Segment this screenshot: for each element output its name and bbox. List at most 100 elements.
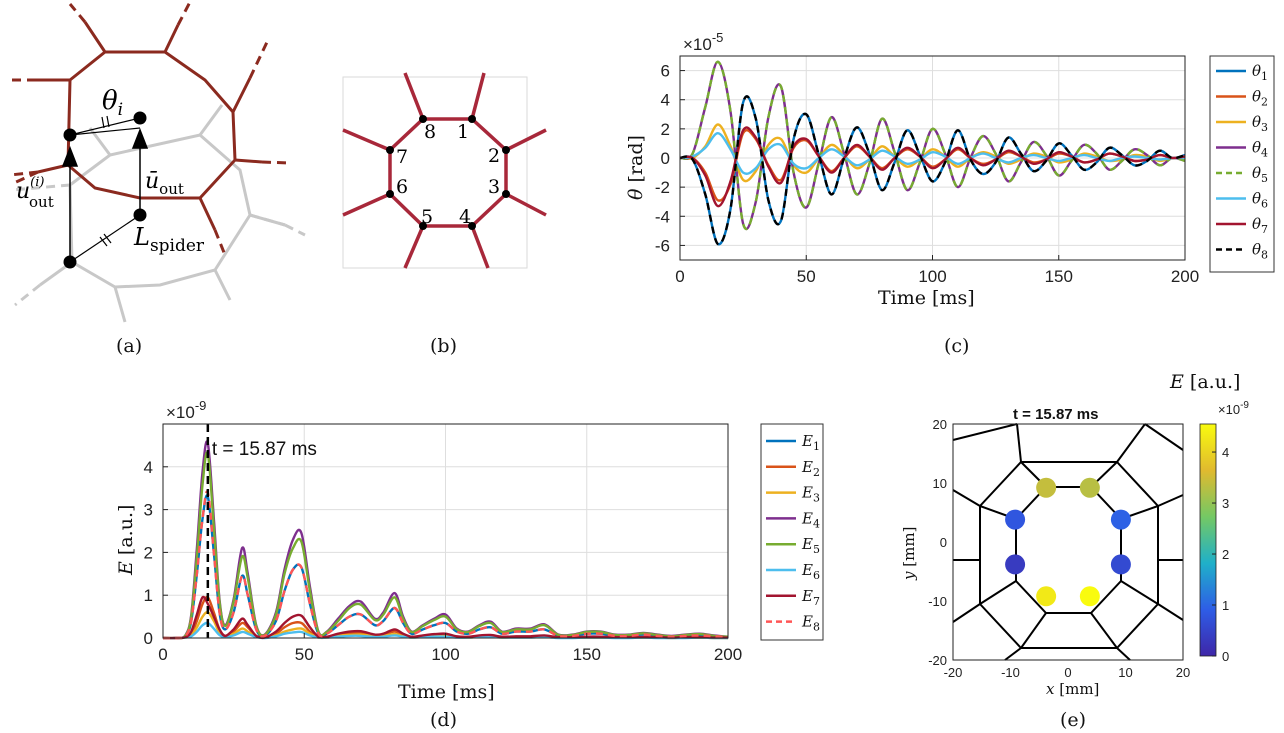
panel-d-label: (d): [430, 709, 457, 731]
central-dashed-edges: [9, 1, 291, 256]
x-tick-label: 150: [1045, 267, 1073, 286]
series-line-5: [162, 451, 729, 640]
node-label-8: 8: [424, 121, 436, 143]
u-out-i-label: u(i) out: [16, 175, 54, 211]
series-line-7: [162, 595, 729, 640]
l-spider-label: Lspider: [133, 223, 205, 256]
node-energy-point-1: [1079, 477, 1100, 498]
legend-entry-8: θ8: [1252, 241, 1268, 262]
panel-e-y-label: y [mm]: [900, 527, 918, 581]
panel-c-legend: θ1 θ2 θ3 θ4 θ5 θ6 θ7 θ8: [1216, 62, 1268, 262]
series-line-5: [679, 60, 1186, 231]
y-tick-label: 10: [933, 476, 947, 491]
x-tick-label: 100: [431, 645, 459, 664]
node-energy-point-7: [1005, 509, 1026, 530]
octagon-edges: [342, 72, 547, 269]
node-label-5: 5: [421, 206, 433, 228]
panel-d-y-ticks: 0 1 2 3 4: [144, 458, 168, 648]
node-label-3: 3: [488, 176, 500, 198]
cell-network-lines: [952, 423, 1184, 661]
y-tick-label: -2: [655, 178, 670, 197]
panel-b-frame: [342, 76, 528, 269]
y-tick-label: 0: [661, 149, 670, 168]
y-tick-label: 2: [144, 543, 153, 562]
y-tick-label: -6: [655, 236, 670, 255]
u-bar-out-label: ūout: [145, 169, 184, 198]
panel-a-schematic: θi u(i) out ūout Lspider (a): [9, 1, 306, 357]
node-energy-point-2: [1110, 509, 1131, 530]
y-tick-label: 20: [933, 417, 947, 432]
node-label-4: 4: [459, 206, 471, 228]
neighbor-dashed-edges: [11, 183, 306, 307]
legend-entry-4: E4: [801, 509, 820, 530]
panel-c-exponent: ×10-5: [683, 30, 723, 54]
series-line-8: [162, 490, 729, 640]
panel-d-y-label: E [a.u.]: [115, 505, 137, 576]
y-tick-label: -20: [928, 653, 947, 668]
panel-c-legend-box: [1209, 55, 1275, 273]
x-tick-label: 50: [295, 645, 314, 664]
y-tick-label: -10: [928, 594, 947, 609]
colorbar-tick-label: 0: [1222, 649, 1229, 664]
panel-d-x-ticks: 0 50 100 150 200: [158, 633, 742, 664]
colorbar-tick-label: 4: [1222, 445, 1229, 460]
panel-e-x-label: x [mm]: [1046, 680, 1099, 698]
colorbar-ticks: 0 1 2 3 4: [1212, 445, 1229, 664]
legend-entry-4: θ4: [1252, 139, 1268, 160]
node-energy-point-5: [1036, 586, 1057, 607]
panel-c-series-lines: [679, 60, 1186, 246]
panel-d-exponent: ×10-9: [166, 398, 206, 422]
panel-c-label: (c): [944, 335, 969, 357]
colorbar-exponent: ×10-9: [1218, 400, 1249, 417]
colorbar-tick-label: 3: [1222, 496, 1229, 511]
panel-e-y-ticks: -20 -10 0 10 20: [928, 417, 947, 668]
legend-entry-1: θ1: [1252, 62, 1268, 83]
y-tick-label: 4: [661, 91, 670, 110]
colorbar-tick-label: 2: [1222, 547, 1229, 562]
x-tick-label: 10: [1118, 665, 1132, 680]
panel-d-legend: E1 E2 E3 E4 E5 E6 E7 E8: [766, 432, 820, 634]
colorbar-title: E [a.u.]: [1169, 371, 1240, 393]
legend-entry-8: E8: [801, 613, 820, 634]
node-energy-point-8: [1036, 477, 1057, 498]
panel-e-x-ticks: -20 -10 0 10 20: [944, 665, 1191, 680]
node-label-2: 2: [488, 145, 500, 167]
x-tick-label: 100: [918, 267, 946, 286]
legend-entry-1: E1: [801, 432, 820, 453]
panel-c-y-label: θ [rad]: [625, 135, 647, 200]
panel-c-x-label: Time [ms]: [878, 287, 975, 309]
neighbor-cell-outline: [39, 104, 286, 323]
node-label-7: 7: [396, 146, 408, 168]
x-tick-label: 0: [1064, 665, 1071, 680]
node-label-6: 6: [396, 176, 408, 198]
legend-entry-7: E7: [801, 587, 820, 608]
panel-d-x-label: Time [ms]: [398, 681, 495, 703]
legend-entry-5: θ5: [1252, 164, 1268, 185]
legend-entry-5: E5: [801, 535, 820, 556]
legend-entry-3: E3: [801, 484, 820, 505]
panel-e-scatter-points: [1005, 477, 1131, 607]
panel-b-octagon: 1 2 3 4 5 6 7 8 (b): [342, 72, 547, 357]
legend-entry-6: E6: [801, 561, 820, 582]
time-marker-annotation: t = 15.87 ms: [212, 439, 317, 460]
panel-c-y-ticks: -6 -4 -2 0 2 4 6: [655, 62, 685, 255]
panel-e-label: (e): [1060, 709, 1086, 731]
node-energy-point-4: [1079, 586, 1100, 607]
displacement-arrows: [61, 127, 149, 262]
node-energy-point-6: [1005, 554, 1026, 575]
x-tick-label: -20: [944, 665, 963, 680]
y-tick-label: -4: [655, 207, 670, 226]
y-tick-label: 4: [144, 458, 153, 477]
x-tick-label: 150: [573, 645, 601, 664]
y-tick-label: 6: [661, 62, 670, 81]
panel-d-legend-box: [760, 423, 824, 641]
x-tick-label: 50: [797, 267, 816, 286]
spider-lines: [69, 115, 141, 263]
x-tick-label: 200: [714, 645, 742, 664]
y-tick-label: 3: [144, 501, 153, 520]
theta-i-label: θi: [102, 86, 123, 120]
x-tick-label: -10: [1001, 665, 1020, 680]
colorbar: [1199, 423, 1217, 657]
